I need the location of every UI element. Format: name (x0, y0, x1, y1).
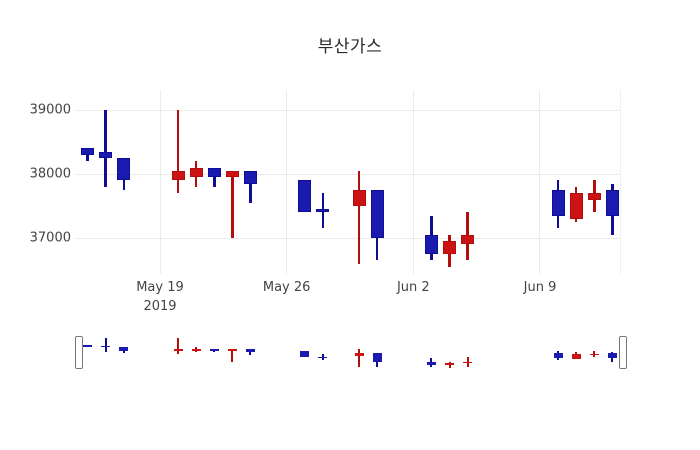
candle-body[interactable] (171, 170, 185, 181)
y-axis-tick-label: 39000 (29, 102, 71, 118)
candle-wick (86, 148, 89, 162)
y-gridline (75, 109, 620, 111)
range-slider[interactable] (75, 331, 628, 375)
mini-candle-wick (213, 348, 216, 353)
mini-candle-body (589, 353, 599, 356)
candle-body[interactable] (298, 180, 312, 213)
x-gridline (286, 90, 288, 274)
mini-candle-body (173, 349, 183, 352)
mini-candle-body (354, 353, 364, 357)
mini-candle-body (101, 345, 111, 348)
range-slider-right-handle[interactable] (619, 336, 627, 369)
mini-candle-body (119, 346, 129, 352)
y-gridline (75, 173, 620, 175)
mini-candle-body (245, 349, 255, 352)
plot-right-edge-line (619, 90, 621, 274)
mini-candle-wick (249, 349, 252, 356)
candle-body[interactable] (81, 148, 95, 155)
x-axis-tick-label: May 26 (262, 280, 311, 295)
mini-candle-body (445, 362, 455, 366)
mini-candle-wick (104, 337, 107, 353)
x-axis-tick-label: May 19 (136, 280, 184, 295)
candle-body[interactable] (461, 234, 475, 245)
candle-body[interactable] (551, 190, 565, 216)
candle-body[interactable] (243, 170, 257, 184)
mini-candle-body (300, 351, 310, 358)
candle-body[interactable] (605, 190, 619, 216)
y-axis-tick-label: 38000 (29, 166, 71, 182)
candle-body[interactable] (117, 158, 131, 181)
y-axis-tick-label: 37000 (29, 230, 71, 246)
mini-candle-body (426, 361, 436, 366)
candle-wick (249, 170, 252, 203)
mini-candle-body (83, 345, 93, 347)
mini-candle-body (227, 349, 237, 351)
candle-body[interactable] (587, 193, 601, 200)
mini-candle-wick (177, 337, 180, 354)
mini-candle-body (607, 353, 617, 358)
candle-wick (231, 170, 234, 238)
candle-body[interactable] (189, 167, 203, 178)
y-gridline (75, 237, 620, 239)
candle-body[interactable] (424, 234, 438, 254)
candle-body[interactable] (569, 193, 583, 219)
mini-candle-body (571, 353, 581, 359)
mini-candle-body (463, 361, 473, 364)
mini-candle-body (209, 348, 219, 351)
candle-wick (104, 110, 107, 187)
x-axis-tick-label: Jun 9 (523, 280, 557, 295)
x-axis-tick-sublabel: 2019 (143, 299, 177, 314)
candle-body[interactable] (370, 190, 384, 238)
range-slider-left-handle[interactable] (75, 336, 83, 369)
candle-body[interactable] (443, 241, 457, 254)
mini-candle-wick (358, 349, 361, 368)
mini-candle-body (553, 353, 563, 358)
candle-wick (357, 170, 361, 264)
x-gridline (159, 90, 161, 274)
x-gridline (539, 90, 541, 274)
candle-body[interactable] (207, 167, 221, 178)
candle-body[interactable] (225, 170, 239, 178)
mini-candle-body (318, 356, 328, 359)
candle-body[interactable] (352, 190, 366, 206)
x-gridline (412, 90, 414, 274)
candle-wick (213, 167, 216, 187)
mini-candle-body (191, 348, 201, 351)
candle-wick (176, 110, 180, 194)
x-axis-tick-label: Jun 2 (396, 280, 430, 295)
mini-candle-wick (231, 349, 234, 363)
mini-candle-body (372, 353, 382, 363)
chart-title: 부산가스 (317, 37, 383, 57)
candle-body[interactable] (99, 151, 113, 158)
candle-body[interactable] (316, 209, 330, 213)
